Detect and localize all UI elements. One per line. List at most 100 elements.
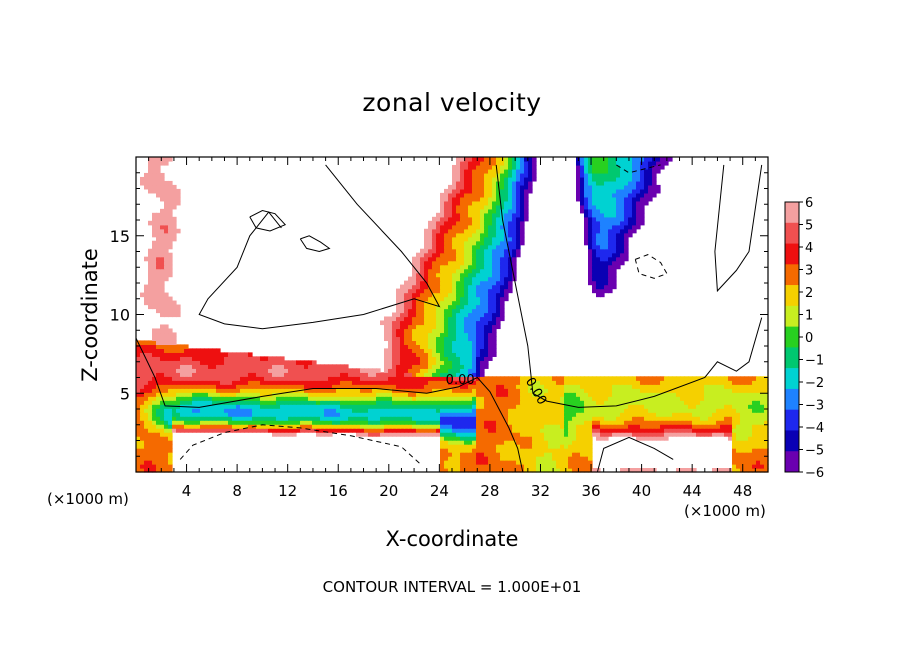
- heat-cell: [164, 224, 169, 230]
- heat-cell: [284, 384, 289, 389]
- heat-cell: [152, 424, 157, 429]
- heat-cell: [276, 392, 281, 397]
- heat-cell: [604, 436, 609, 441]
- heat-cell: [140, 400, 145, 405]
- heat-cell: [728, 380, 733, 385]
- heat-cell: [404, 332, 409, 338]
- heat-cell: [580, 408, 585, 413]
- heat-cell: [208, 412, 213, 417]
- heat-cell: [172, 312, 177, 318]
- heat-cell: [544, 416, 549, 421]
- heat-cell: [528, 456, 533, 461]
- heat-cell: [436, 232, 441, 238]
- heat-cell: [244, 368, 249, 373]
- heat-cell: [696, 400, 701, 405]
- heat-cell: [452, 240, 457, 246]
- heat-cell: [608, 424, 613, 429]
- heat-cell: [516, 184, 521, 190]
- heat-cell: [452, 448, 457, 453]
- heat-cell: [216, 380, 221, 385]
- heat-cell: [400, 424, 405, 429]
- heat-cell: [432, 224, 437, 230]
- heat-cell: [444, 228, 449, 234]
- heat-cell: [200, 356, 205, 361]
- heat-cell: [592, 256, 597, 262]
- heat-cell: [472, 220, 477, 226]
- heat-cell: [156, 292, 161, 298]
- heat-cell: [440, 340, 445, 346]
- heat-cell: [456, 196, 461, 202]
- heat-cell: [472, 352, 477, 357]
- heat-cell: [420, 380, 425, 385]
- heat-cell: [304, 380, 309, 385]
- heat-cell: [584, 404, 589, 409]
- heat-cell: [160, 244, 165, 250]
- heat-cell: [140, 356, 145, 361]
- heat-cell: [644, 420, 649, 425]
- heat-cell: [436, 392, 441, 397]
- heat-cell: [432, 368, 437, 373]
- heat-cell: [164, 324, 169, 330]
- heat-cell: [296, 384, 301, 389]
- heat-cell: [312, 384, 317, 389]
- heat-cell: [260, 380, 265, 385]
- heat-cell: [204, 412, 209, 417]
- heat-cell: [248, 372, 253, 377]
- heat-cell: [392, 332, 397, 338]
- heat-cell: [512, 424, 517, 429]
- heat-cell: [468, 424, 473, 429]
- heat-cell: [504, 468, 509, 473]
- heat-cell: [464, 420, 469, 425]
- heat-cell: [500, 244, 505, 250]
- heat-cell: [440, 456, 445, 461]
- heat-cell: [464, 280, 469, 286]
- heat-cell: [484, 288, 489, 294]
- heat-cell: [452, 244, 457, 250]
- heat-cell: [576, 424, 581, 429]
- heat-cell: [584, 408, 589, 413]
- heat-cell: [712, 384, 717, 389]
- heat-cell: [732, 448, 737, 453]
- heat-cell: [140, 456, 145, 461]
- heat-cell: [680, 392, 685, 397]
- heat-cell: [396, 296, 401, 302]
- heat-cell: [748, 460, 753, 465]
- heat-cell: [436, 380, 441, 385]
- heat-cell: [764, 424, 769, 429]
- heat-cell: [536, 412, 541, 417]
- heat-cell: [168, 388, 173, 393]
- heat-cell: [444, 204, 449, 210]
- heat-cell: [576, 184, 581, 190]
- heat-cell: [164, 328, 169, 334]
- heat-cell: [240, 380, 245, 385]
- heat-cell: [656, 428, 661, 433]
- heat-cell: [508, 460, 513, 465]
- heat-cell: [168, 208, 173, 214]
- heat-cell: [472, 452, 477, 457]
- heat-cell: [392, 432, 397, 437]
- heat-cell: [448, 256, 453, 262]
- heat-cell: [412, 408, 417, 413]
- heat-cell: [264, 420, 269, 425]
- heat-cell: [428, 256, 433, 262]
- heat-cell: [364, 408, 369, 413]
- heat-cell: [480, 420, 485, 425]
- heat-cell: [484, 384, 489, 389]
- heat-cell: [432, 400, 437, 405]
- heat-cell: [704, 404, 709, 409]
- heat-cell: [552, 464, 557, 469]
- heat-cell: [428, 232, 433, 238]
- heat-cell: [744, 428, 749, 433]
- heat-cell: [392, 352, 397, 357]
- heat-cell: [428, 356, 433, 361]
- heat-cell: [152, 296, 157, 302]
- heat-cell: [512, 436, 517, 441]
- heat-cell: [612, 208, 617, 214]
- heat-cell: [528, 184, 533, 190]
- heat-cell: [496, 228, 501, 234]
- heat-cell: [540, 420, 545, 425]
- heat-cell: [484, 416, 489, 421]
- heat-cell: [496, 192, 501, 198]
- heat-cell: [492, 324, 497, 330]
- heat-cell: [612, 416, 617, 421]
